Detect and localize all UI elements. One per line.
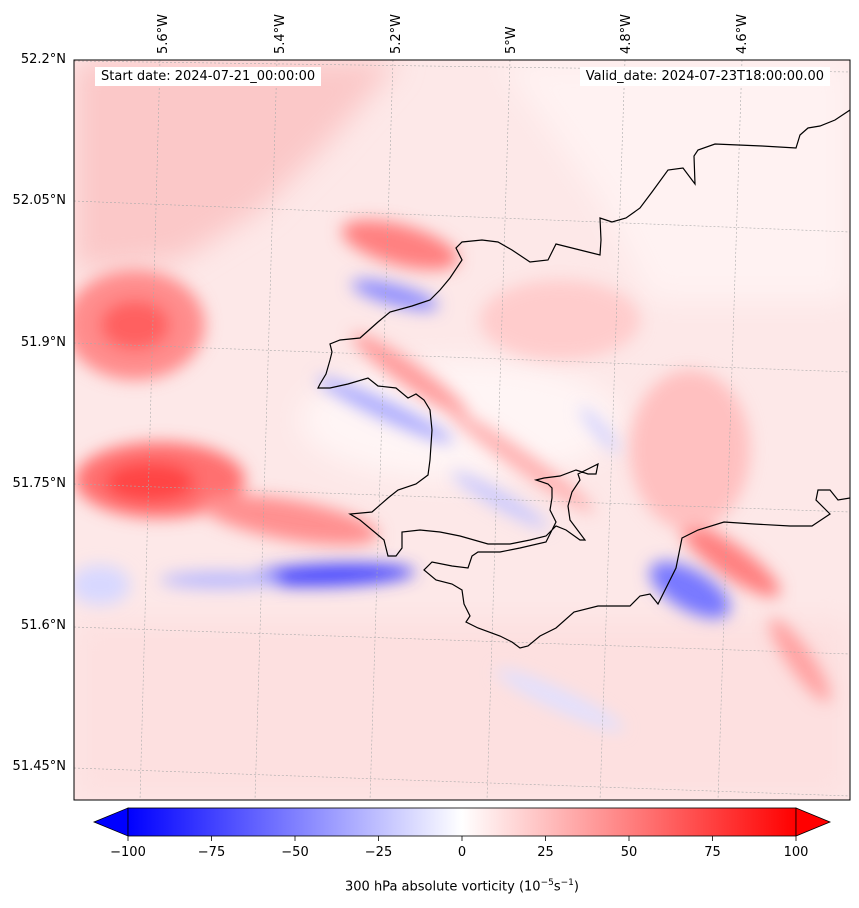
- colorbar-tick-label: 25: [537, 845, 554, 860]
- colorbar-tick-label: −25: [364, 845, 393, 860]
- lat-label: 51.75°N: [12, 476, 66, 491]
- colorbar-title-exponent-2: −1: [560, 878, 574, 888]
- colorbar-tick-label: 0: [457, 845, 467, 860]
- lon-label: 5.2°W: [389, 13, 404, 54]
- graticule: [74, 60, 850, 800]
- colorbar-tick-label: −100: [110, 845, 146, 860]
- map-frame: [73, 59, 851, 801]
- vorticity-field: [74, 60, 850, 800]
- colorbar-max-extend: [795, 807, 832, 837]
- lon-label: 4.6°W: [735, 13, 750, 54]
- coastline: [317, 109, 850, 649]
- colorbar-tick-label: 75: [704, 845, 721, 860]
- lon-label: 5.4°W: [273, 13, 288, 54]
- colorbar-tick-label: −50: [281, 845, 309, 860]
- lat-label: 52.05°N: [12, 193, 66, 208]
- colorbar-title-unit: s: [553, 879, 561, 895]
- valid-date-label: Valid_date: 2024-07-23T18:00:00.00: [579, 67, 830, 86]
- start-date-label: Start date: 2024-07-21_00:00:00: [95, 67, 322, 86]
- lon-label: 5°W: [504, 26, 519, 54]
- colorbar-title-exponent: −5: [540, 878, 554, 888]
- lat-label: 51.45°N: [12, 759, 66, 774]
- colorbar-min-extend: [92, 807, 129, 837]
- colorbar-title-close: ): [573, 879, 579, 895]
- colorbar: [92, 807, 832, 841]
- lon-label: 4.8°W: [619, 13, 634, 54]
- colorbar-tick-label: 100: [783, 845, 809, 860]
- lat-label: 51.6°N: [20, 618, 66, 633]
- colorbar-tick-label: 50: [620, 845, 638, 860]
- colorbar-title-text: 300 hPa absolute vorticity (10: [345, 879, 541, 895]
- colorbar-bar: [127, 807, 797, 837]
- lat-label: 52.2°N: [20, 52, 66, 67]
- colorbar-title: 300 hPa absolute vorticity (10−5s−1): [262, 878, 662, 894]
- lat-label: 51.9°N: [20, 335, 66, 350]
- colorbar-tick-label: −75: [197, 845, 226, 860]
- lon-label: 5.6°W: [156, 13, 171, 54]
